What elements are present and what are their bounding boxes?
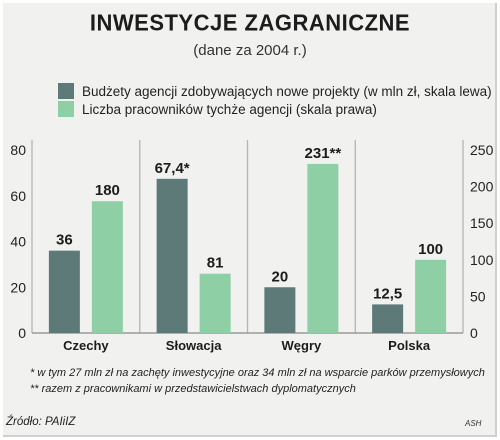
right-axis-tick-label: 250 <box>470 142 494 158</box>
chart-frame <box>3 3 497 437</box>
right-axis-tick-label: 150 <box>470 215 494 231</box>
legend-label-employees: Liczba pracowników tychże agencji (skala… <box>82 101 377 117</box>
author-credit: ASH <box>465 419 482 428</box>
data-label-budget: 67,4* <box>155 160 190 177</box>
footnote-employees: ** razem z pracownikami w przedstawiciel… <box>30 383 356 395</box>
left-axis-tick-label: 40 <box>10 234 26 250</box>
legend-item-budget: Budżety agencji zdobywających nowe proje… <box>58 82 492 100</box>
bar-budget <box>264 287 296 333</box>
legend-swatch-budget <box>58 83 74 99</box>
left-axis-tick-label: 60 <box>10 188 26 204</box>
data-label-employees: 81 <box>207 255 224 272</box>
chart-title: INWESTYCJE ZAGRANICZNE <box>89 9 411 36</box>
bar-employees <box>91 201 123 333</box>
bar-budget <box>156 178 188 333</box>
data-label-employees: 100 <box>418 241 443 258</box>
left-axis-tick-label: 0 <box>18 325 26 341</box>
category-label: Słowacja <box>166 338 222 353</box>
bar-budget <box>372 304 404 333</box>
bar-employees <box>307 163 339 333</box>
right-axis-tick-label: 200 <box>470 179 494 195</box>
category-label: Polska <box>388 338 431 353</box>
footnote-budget: * w tym 27 mln zł na zachęty inwestycyjn… <box>30 367 485 379</box>
legend-label-budget: Budżety agencji zdobywających nowe proje… <box>82 83 492 99</box>
data-label-budget: 36 <box>56 232 73 249</box>
bar-budget <box>48 250 80 333</box>
data-label-budget: 20 <box>272 268 289 285</box>
legend-item-employees: Liczba pracowników tychże agencji (skala… <box>58 100 377 118</box>
legend-swatch-employees <box>58 101 74 117</box>
source-note: Źródło: PAIiIZ <box>6 416 76 428</box>
data-label-budget: 12,5 <box>373 285 402 302</box>
bar-employees <box>415 259 447 333</box>
category-label: Czechy <box>63 338 109 353</box>
data-label-employees: 231** <box>305 145 342 162</box>
category-label: Węgry <box>282 338 323 353</box>
left-axis-tick-label: 80 <box>10 142 26 158</box>
right-axis-tick-label: 100 <box>470 252 494 268</box>
left-axis-tick-label: 20 <box>10 279 26 295</box>
bar-employees <box>199 273 231 333</box>
right-axis-tick-label: 0 <box>470 325 478 341</box>
chart-subtitle: (dane za 2004 r.) <box>193 42 307 59</box>
right-axis-tick-label: 50 <box>470 288 486 304</box>
data-label-employees: 180 <box>95 182 120 199</box>
